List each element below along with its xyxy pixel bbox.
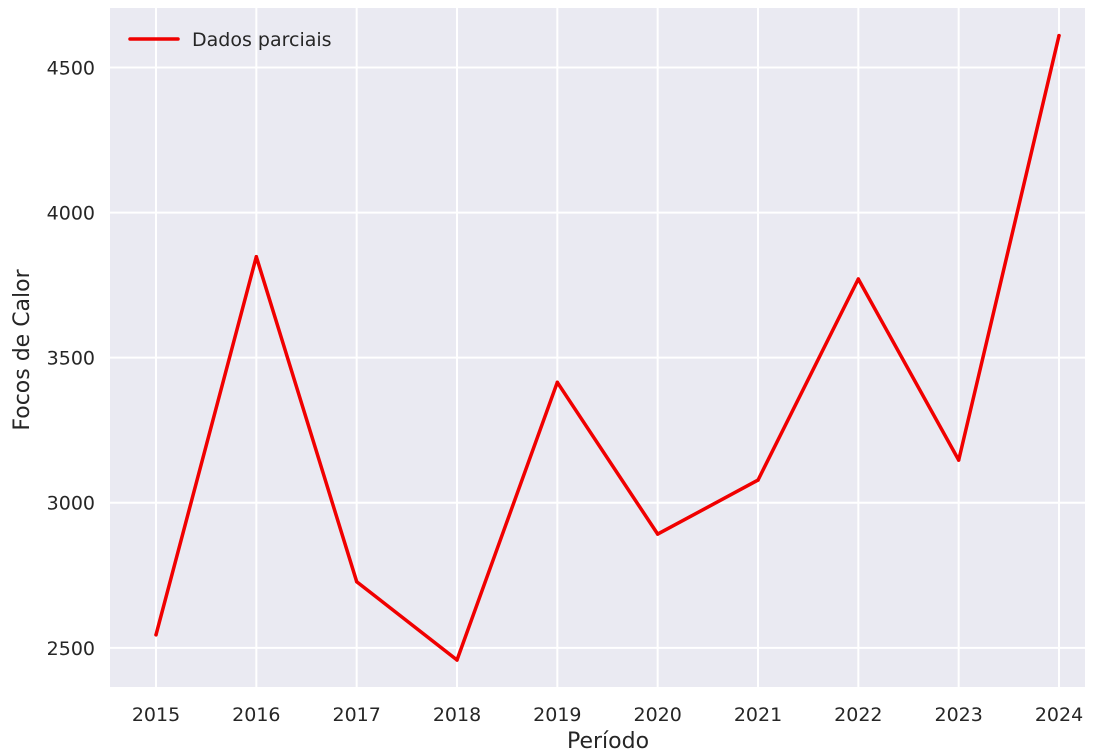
- x-tick-label: 2016: [232, 704, 280, 726]
- x-tick-label: 2019: [533, 704, 581, 726]
- x-tick-label: 2022: [834, 704, 882, 726]
- plot-area: [110, 8, 1085, 687]
- y-tick-label: 4500: [47, 57, 95, 79]
- data-point: [254, 254, 259, 259]
- data-point: [856, 277, 861, 281]
- x-axis-ticks: 2015 2016 2017 2018 2019 2020 2021 2022 2023 2024: [132, 704, 1083, 726]
- x-tick-label: 2024: [1035, 704, 1083, 726]
- data-point: [555, 380, 560, 385]
- x-tick-label: 2017: [332, 704, 380, 726]
- x-tick-label: 2023: [934, 704, 982, 726]
- data-point: [956, 458, 961, 462]
- grid-lines: [110, 8, 1085, 687]
- data-point: [354, 579, 359, 584]
- data-point: [154, 633, 158, 637]
- y-tick-label: 3000: [47, 493, 95, 515]
- data-point: [455, 658, 459, 662]
- x-tick-label: 2020: [633, 704, 681, 726]
- y-tick-label: 3500: [47, 348, 95, 370]
- series-line: [154, 33, 1061, 662]
- legend-label: Dados parciais: [192, 29, 332, 51]
- x-tick-label: 2021: [734, 704, 782, 726]
- data-point: [655, 532, 660, 536]
- y-tick-label: 4000: [47, 203, 95, 225]
- y-axis-ticks: 2500 3000 3500 4000 4500: [47, 57, 95, 659]
- y-axis-label: Focos de Calor: [10, 268, 35, 430]
- x-axis-label: Período: [567, 729, 649, 753]
- data-point: [1057, 33, 1061, 38]
- x-tick-label: 2018: [433, 704, 481, 726]
- series-layer: [154, 33, 1061, 662]
- y-tick-label: 2500: [47, 638, 95, 660]
- legend: Dados parciais: [128, 29, 332, 51]
- data-point: [756, 478, 760, 482]
- x-tick-label: 2015: [132, 704, 180, 726]
